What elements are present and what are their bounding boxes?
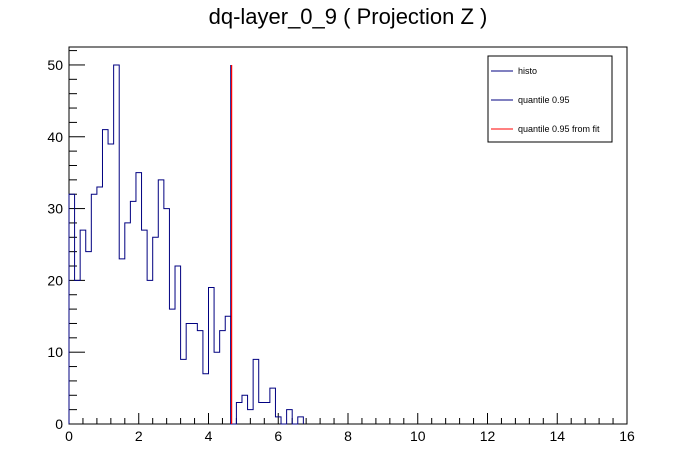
histogram-bin [175, 266, 181, 424]
histogram-bin [147, 280, 153, 424]
histogram-bin [130, 201, 136, 424]
histogram-bin [80, 230, 86, 424]
y-tick-label: 50 [47, 57, 63, 73]
y-tick-label: 10 [47, 344, 63, 360]
x-tick-label: 0 [65, 428, 73, 444]
histogram-bin [108, 144, 114, 424]
x-tick-label: 14 [549, 428, 565, 444]
histogram-bin [220, 331, 226, 424]
histogram-bin [97, 187, 103, 424]
histogram-bin [209, 288, 215, 424]
histogram-bin [153, 237, 159, 424]
histogram-bin [119, 259, 125, 424]
histogram-series-outline [68, 64, 304, 425]
histogram-bin [114, 65, 120, 424]
x-tick-label: 12 [480, 428, 496, 444]
histogram-bin [69, 194, 75, 424]
legend-label: quantile 0.95 from fit [518, 124, 600, 134]
histogram-bin [287, 410, 293, 424]
histogram-bin [102, 130, 108, 424]
chart-title: dq-layer_0_9 ( Projection Z ) [209, 4, 488, 29]
histogram-bin [186, 323, 192, 424]
x-axis: 0 2 4 6 8 10 12 14 16 [65, 413, 635, 444]
y-tick-label: 20 [47, 272, 63, 288]
histogram-bin [164, 209, 170, 424]
y-tick-label: 30 [47, 201, 63, 217]
x-tick-label: 8 [344, 428, 352, 444]
y-tick-label: 0 [55, 416, 63, 432]
x-tick-label: 10 [410, 428, 426, 444]
legend: histo quantile 0.95 quantile 0.95 from fit [487, 55, 613, 143]
histogram-bin [203, 374, 209, 424]
histogram-bin [242, 395, 248, 424]
x-tick-label: 2 [135, 428, 143, 444]
histogram-bin [75, 280, 81, 424]
x-tick-label: 6 [274, 428, 282, 444]
histogram-bin [86, 252, 92, 424]
histogram-bin [136, 173, 142, 424]
histogram-bin [248, 410, 254, 424]
legend-label: histo [518, 66, 537, 76]
histogram-bin [91, 194, 97, 424]
histogram-bin [214, 352, 220, 424]
histogram-bin [275, 417, 281, 424]
legend-label: quantile 0.95 [518, 95, 570, 105]
histogram-bin [236, 402, 242, 424]
x-tick-label: 16 [619, 428, 635, 444]
series-layer [68, 64, 304, 425]
histogram-bin [259, 402, 265, 424]
histogram-bin [181, 359, 187, 424]
histogram-bin [197, 331, 203, 424]
histogram-bin [158, 180, 164, 424]
histogram-bin [298, 417, 304, 424]
y-axis: 0 10 20 30 40 50 [47, 50, 85, 432]
quantile-lines [230, 64, 233, 424]
histogram-bin [125, 223, 131, 424]
legend-box [487, 55, 613, 143]
x-tick-label: 4 [205, 428, 213, 444]
histogram-bin [225, 316, 231, 424]
histogram-bin [142, 230, 148, 424]
y-tick-label: 40 [47, 129, 63, 145]
histogram-bin [169, 309, 175, 424]
histogram-bin [253, 359, 259, 424]
histogram-bin [264, 402, 270, 424]
histogram-bin [192, 323, 198, 424]
histogram-bin [270, 388, 276, 424]
